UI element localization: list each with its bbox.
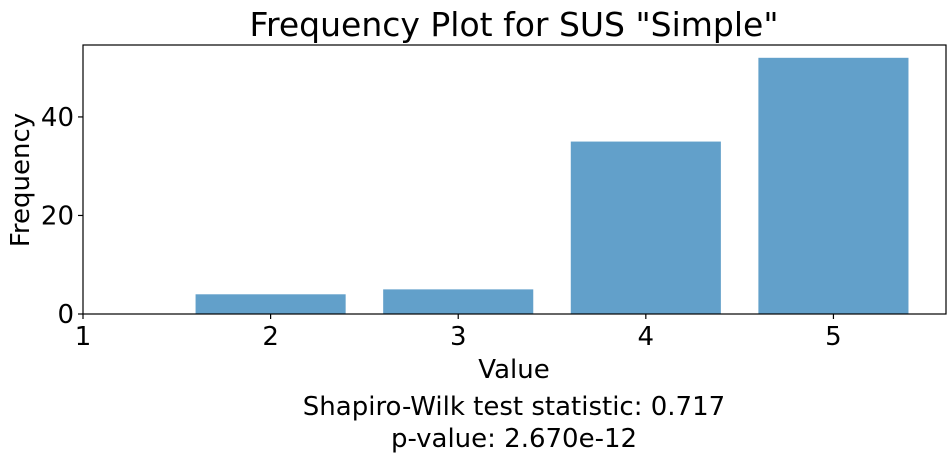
bars-group xyxy=(195,57,909,315)
shapiro-wilk-p-value: p-value: 2.670e-12 xyxy=(391,424,637,454)
y-axis-ticks: 0 20 40 xyxy=(41,103,83,330)
y-axis-label: Frequency xyxy=(6,113,36,247)
x-tick-label: 4 xyxy=(638,322,655,352)
x-tick-label: 3 xyxy=(450,322,467,352)
shapiro-wilk-statistic: Shapiro-Wilk test statistic: 0.717 xyxy=(303,392,725,422)
x-tick-label: 2 xyxy=(262,322,279,352)
y-tick-label: 20 xyxy=(41,201,74,231)
x-axis-ticks: 1 2 3 4 5 xyxy=(75,314,842,352)
x-tick-label: 1 xyxy=(75,322,92,352)
x-axis-label: Value xyxy=(478,355,549,385)
y-tick-label: 40 xyxy=(41,103,74,133)
bar-4 xyxy=(570,141,721,314)
plot-frame xyxy=(82,44,947,315)
chart-title: Frequency Plot for SUS "Simple" xyxy=(249,5,778,44)
y-tick-label: 0 xyxy=(57,300,74,330)
x-tick-label: 5 xyxy=(825,322,842,352)
bar-5 xyxy=(758,57,909,315)
bar-3 xyxy=(383,289,534,314)
bar-2 xyxy=(195,294,346,314)
